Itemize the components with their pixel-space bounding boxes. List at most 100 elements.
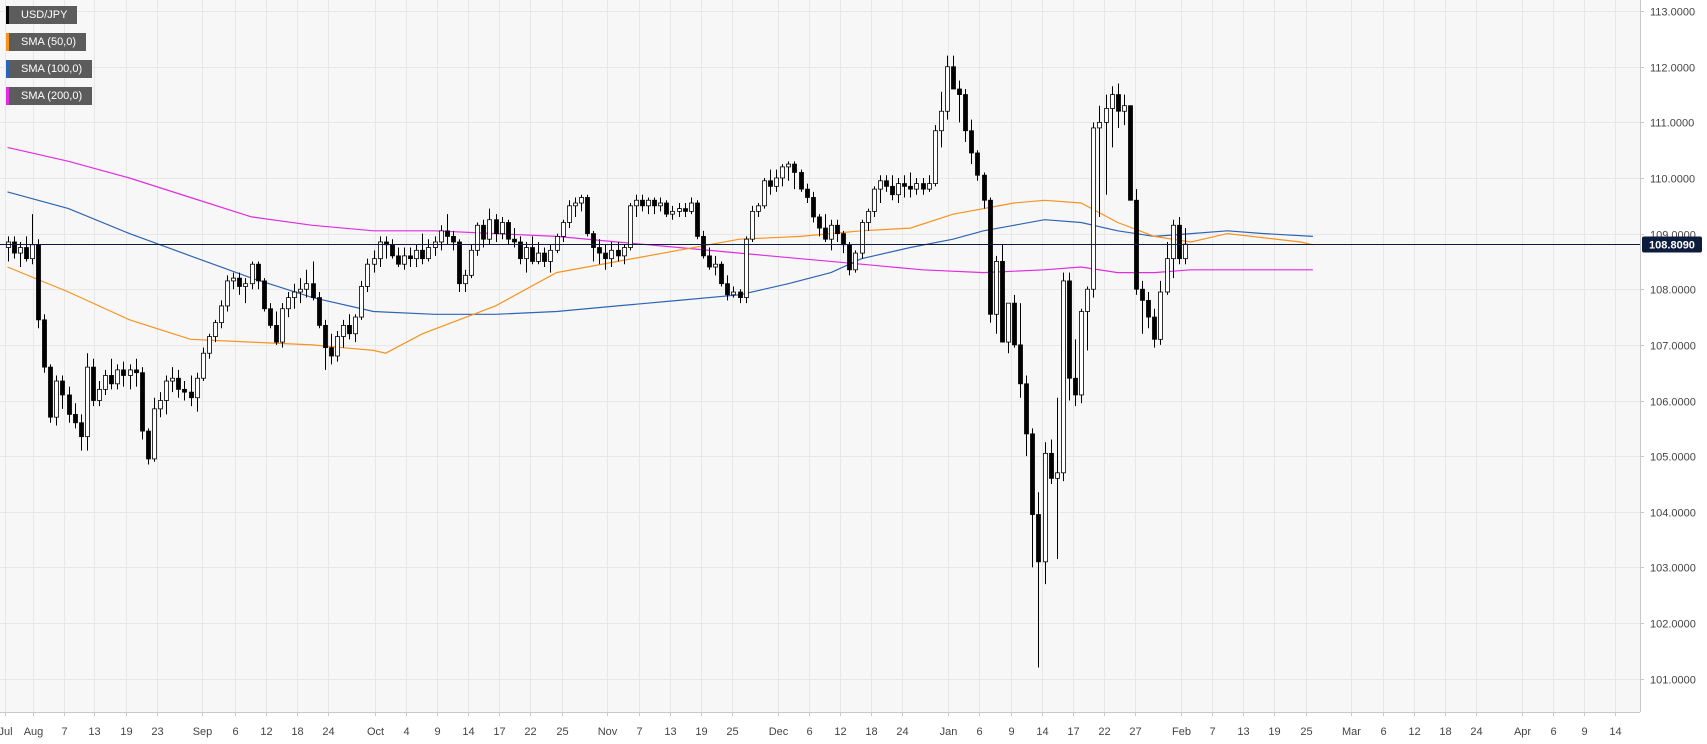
y-tick-label: 103.0000: [1650, 563, 1696, 575]
candle-down: [963, 94, 968, 132]
x-tick-label: 13: [664, 726, 676, 738]
candle-up: [774, 177, 779, 187]
candle-up: [225, 280, 230, 307]
candle-down: [121, 369, 126, 376]
candle-up: [335, 336, 340, 357]
candle-down: [908, 185, 913, 190]
candle-up: [30, 244, 35, 260]
candle-down: [817, 216, 822, 229]
candle-down: [884, 180, 889, 187]
x-axis: Jul Aug 7 13 19 23 Sep 6 12 18 24 Oct 4 9 14 17 22 25 Nov 7…: [0, 712, 1622, 738]
candle-down: [1036, 514, 1041, 563]
candle-down: [1073, 377, 1078, 396]
x-tick-label: 17: [1067, 726, 1079, 738]
candle-up: [1171, 224, 1176, 260]
candle-down: [835, 224, 840, 235]
candle-up: [622, 247, 627, 257]
candle-up: [914, 183, 919, 190]
candle-up: [372, 258, 377, 265]
candle-down: [445, 230, 450, 237]
x-tick-label: 6: [806, 726, 812, 738]
candle-down: [988, 199, 993, 315]
sma-200-line: [7, 146, 1313, 274]
candle-up: [1061, 280, 1066, 474]
candle-down: [719, 263, 724, 285]
candle-down: [585, 197, 590, 235]
candle-down: [396, 255, 401, 265]
x-tick-label: 12: [1408, 726, 1420, 738]
x-tick-label: Dec: [769, 726, 789, 738]
y-tick-label: 104.0000: [1650, 508, 1696, 520]
y-tick-label: 102.0000: [1650, 619, 1696, 631]
x-tick-label: 25: [726, 726, 738, 738]
candle-down: [1128, 105, 1133, 201]
candle-down: [176, 377, 181, 390]
candle-up: [896, 183, 901, 196]
candle-down: [591, 233, 596, 248]
candle-down: [237, 277, 242, 287]
candle-up: [579, 197, 584, 204]
legend: USD/JPY SMA (50,0) SMA (100,0) SMA (200,…: [6, 6, 93, 114]
candle-up: [115, 369, 120, 385]
candle-up: [426, 247, 431, 260]
candle-down: [597, 247, 602, 254]
x-tick-label: 7: [61, 726, 67, 738]
candles: [6, 55, 1188, 668]
candle-up: [304, 283, 309, 290]
y-tick-label: 113.0000: [1650, 7, 1695, 19]
candle-down: [268, 308, 273, 326]
candle-up: [1110, 94, 1115, 109]
candle-down: [542, 252, 547, 262]
x-tick-label: Sep: [193, 726, 213, 738]
candle-down: [957, 88, 962, 95]
candle-down: [408, 255, 413, 260]
candle-down: [67, 394, 72, 415]
candle-up: [866, 210, 871, 223]
y-tick-label: 107.0000: [1650, 341, 1696, 353]
candle-down: [134, 369, 139, 374]
candle-up: [475, 224, 480, 251]
candle-down: [481, 224, 486, 240]
x-tick-label: 18: [865, 726, 877, 738]
legend-item-sma-50[interactable]: SMA (50,0): [6, 33, 87, 51]
candle-up: [97, 388, 102, 401]
candle-up: [85, 366, 90, 438]
x-tick-label: Oct: [367, 726, 384, 738]
candle-down: [262, 280, 267, 310]
candle-down: [146, 430, 151, 460]
current-price-label: 108.8090: [1642, 236, 1702, 253]
x-tick-label: Jul: [0, 726, 13, 738]
x-tick-label: 25: [1300, 726, 1312, 738]
candle-down: [603, 252, 608, 260]
candle-down: [799, 172, 804, 190]
candle-down: [975, 152, 980, 176]
candle-up: [780, 166, 785, 179]
candle-down: [1049, 452, 1054, 479]
candle-up: [1079, 311, 1084, 396]
candle-down: [1030, 433, 1035, 515]
candle-up: [750, 210, 755, 240]
candle-up: [243, 283, 248, 287]
y-tick-label: 101.0000: [1650, 675, 1696, 687]
candle-down: [347, 325, 352, 335]
x-tick-label: 19: [695, 726, 707, 738]
x-tick-label: 9: [434, 726, 440, 738]
candle-up: [1158, 291, 1163, 340]
candle-down: [847, 244, 852, 271]
candle-down: [457, 241, 462, 285]
legend-item-sma-200[interactable]: SMA (200,0): [6, 87, 93, 105]
candle-up: [927, 183, 932, 190]
x-tick-label: 7: [1209, 726, 1215, 738]
candle-down: [1018, 344, 1023, 385]
x-tick-label: 12: [834, 726, 846, 738]
candle-down: [109, 375, 114, 385]
legend-item-usdjpy[interactable]: USD/JPY: [6, 6, 78, 24]
candle-down: [695, 202, 700, 237]
x-tick-label: 27: [1129, 726, 1141, 738]
legend-item-sma-100[interactable]: SMA (100,0): [6, 60, 93, 78]
candle-up: [1122, 105, 1127, 112]
candle-up: [756, 205, 761, 212]
x-tick-label: 22: [1098, 726, 1110, 738]
candle-up: [860, 222, 865, 254]
